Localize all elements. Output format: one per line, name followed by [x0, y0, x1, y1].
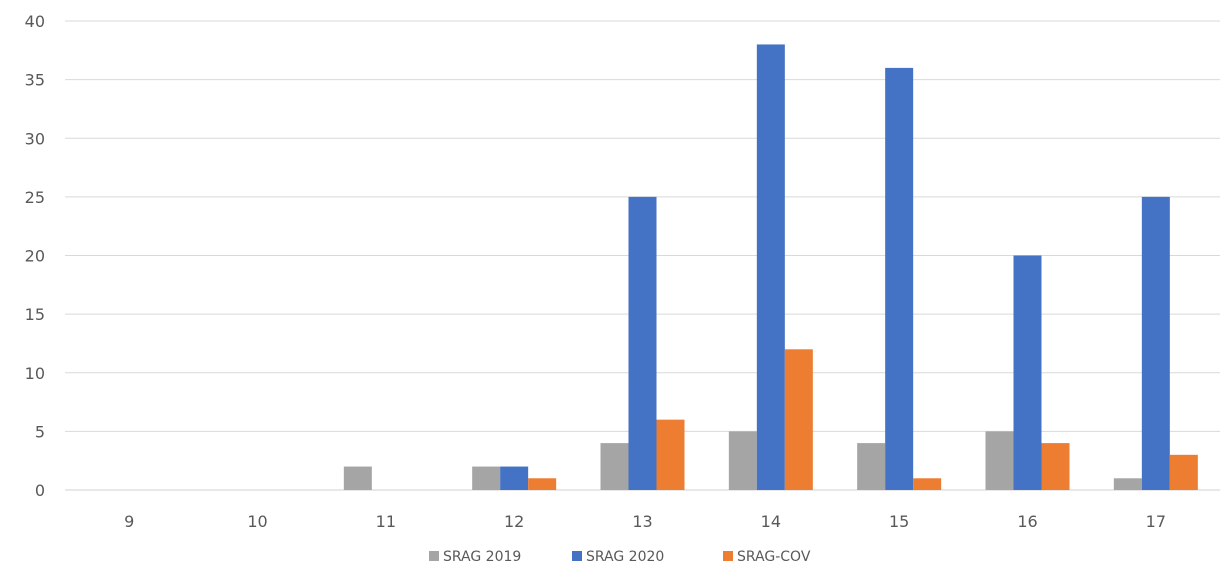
y-tick-label: 0 [35, 481, 45, 500]
x-tick-label: 9 [124, 512, 134, 531]
x-tick-label: 15 [889, 512, 909, 531]
y-tick-label: 35 [25, 71, 45, 90]
bar-srag-cov-13 [656, 419, 685, 490]
bars [343, 44, 1198, 491]
y-tick-label: 15 [25, 305, 45, 324]
bar-srag-2019-15 [857, 443, 886, 490]
x-tick-label: 12 [504, 512, 524, 531]
legend-swatch [429, 551, 439, 561]
bar-srag-2019-13 [600, 443, 629, 490]
bar-srag-2020-13 [628, 196, 657, 490]
legend-label: SRAG 2020 [586, 549, 664, 565]
legend: SRAG 2019 SRAG 2020 SRAG-COV [429, 549, 811, 565]
bar-srag-cov-16 [1041, 443, 1070, 490]
x-tick-label: 14 [761, 512, 781, 531]
bar-srag-2020-17 [1141, 196, 1170, 490]
y-tick-label: 5 [35, 422, 45, 441]
x-tick-label: 16 [1017, 512, 1037, 531]
bar-srag-2019-14 [728, 431, 757, 490]
bar-srag-2020-14 [756, 44, 785, 490]
y-tick-label: 40 [25, 12, 45, 31]
y-axis: 0 5 10 15 20 25 30 35 40 [25, 12, 45, 500]
bar-srag-2019-16 [985, 431, 1014, 490]
x-tick-label: 17 [1146, 512, 1166, 531]
bar-srag-2020-15 [885, 67, 914, 491]
bar-srag-cov-17 [1169, 454, 1198, 490]
y-tick-label: 25 [25, 188, 45, 207]
y-tick-label: 10 [25, 364, 45, 383]
x-tick-label: 13 [632, 512, 652, 531]
bar-srag-cov-12 [528, 478, 557, 490]
bar-srag-cov-14 [784, 349, 813, 490]
legend-label: SRAG-COV [737, 549, 811, 565]
legend-swatch [572, 551, 582, 561]
legend-label: SRAG 2019 [443, 549, 521, 565]
x-tick-label: 11 [376, 512, 396, 531]
x-tick-label: 10 [247, 512, 267, 531]
x-axis: 9 10 11 12 13 14 15 16 17 [124, 512, 1166, 531]
bar-srag-2019-11 [343, 466, 372, 490]
bar-srag-2019-17 [1113, 478, 1142, 490]
y-tick-label: 30 [25, 129, 45, 148]
bar-srag-2020-16 [1013, 255, 1042, 490]
bar-srag-2019-12 [472, 466, 501, 490]
bar-srag-cov-15 [913, 478, 942, 490]
bar-srag-2020-12 [500, 466, 529, 490]
legend-swatch [723, 551, 733, 561]
y-tick-label: 20 [25, 247, 45, 266]
